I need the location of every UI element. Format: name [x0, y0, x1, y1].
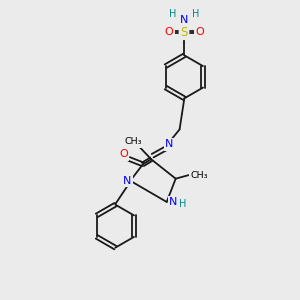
Text: H: H	[169, 8, 177, 19]
Text: H: H	[192, 8, 200, 19]
Text: O: O	[164, 27, 173, 37]
Text: N: N	[169, 197, 178, 207]
Text: O: O	[196, 27, 204, 37]
Text: N: N	[165, 139, 173, 149]
Text: H: H	[179, 199, 187, 209]
Text: CH₃: CH₃	[191, 171, 208, 180]
Text: N: N	[123, 176, 131, 186]
Text: N: N	[180, 14, 188, 25]
Text: S: S	[181, 26, 188, 38]
Text: CH₃: CH₃	[124, 137, 142, 146]
Text: O: O	[119, 149, 128, 159]
